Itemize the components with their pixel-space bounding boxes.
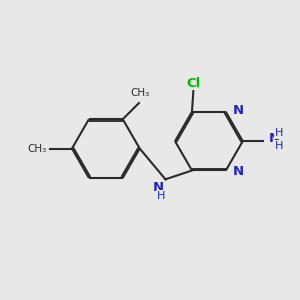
Text: H: H — [275, 141, 284, 151]
Text: CH₃: CH₃ — [131, 88, 150, 98]
Text: N: N — [232, 166, 243, 178]
Text: CH₃: CH₃ — [28, 143, 47, 154]
Text: H: H — [157, 190, 165, 200]
Text: N: N — [232, 104, 243, 117]
Text: H: H — [275, 128, 284, 138]
Text: N: N — [153, 181, 164, 194]
Text: Cl: Cl — [186, 77, 201, 90]
Text: N: N — [269, 132, 280, 145]
